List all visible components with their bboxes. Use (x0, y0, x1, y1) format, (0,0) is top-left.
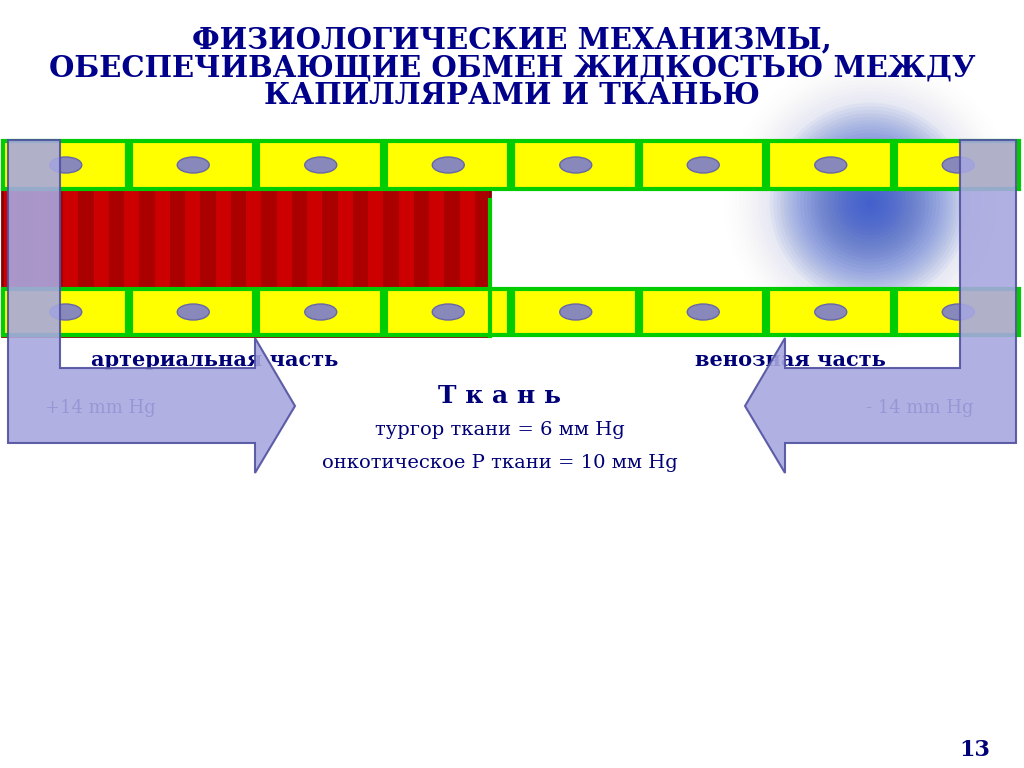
Bar (398, 140, 414, 336)
Bar (429, 140, 444, 336)
Bar (460, 140, 475, 336)
Bar (109, 140, 124, 336)
Ellipse shape (687, 157, 719, 173)
FancyBboxPatch shape (896, 141, 1019, 189)
Bar (78, 140, 93, 336)
Bar (17, 140, 33, 336)
Bar (261, 140, 276, 336)
Bar (246, 140, 261, 336)
Bar (2, 140, 490, 336)
Bar (33, 140, 48, 336)
Bar (63, 140, 78, 336)
Text: онкотическое Р = 22 мм Hg: онкотическое Р = 22 мм Hg (87, 181, 333, 198)
FancyBboxPatch shape (640, 141, 764, 189)
FancyBboxPatch shape (513, 141, 637, 189)
FancyBboxPatch shape (130, 289, 254, 335)
Text: +14 mm Hg: +14 mm Hg (45, 399, 156, 417)
Ellipse shape (942, 157, 974, 173)
Bar (292, 140, 307, 336)
Bar (307, 140, 323, 336)
FancyBboxPatch shape (768, 141, 892, 189)
Polygon shape (8, 140, 295, 473)
FancyBboxPatch shape (258, 141, 382, 189)
Bar (155, 140, 170, 336)
Bar (230, 140, 246, 336)
Bar (139, 140, 155, 336)
Bar (383, 140, 398, 336)
FancyBboxPatch shape (385, 141, 509, 189)
Bar (276, 140, 292, 336)
FancyBboxPatch shape (3, 289, 127, 335)
FancyBboxPatch shape (513, 289, 637, 335)
Ellipse shape (177, 304, 209, 320)
Text: артериальная часть: артериальная часть (91, 350, 339, 370)
Text: ОБЕСПЕЧИВАЮЩИЕ ОБМЕН ЖИДКОСТЬЮ МЕЖДУ: ОБЕСПЕЧИВАЮЩИЕ ОБМЕН ЖИДКОСТЬЮ МЕЖДУ (49, 54, 975, 82)
Bar (215, 140, 230, 336)
Ellipse shape (50, 157, 82, 173)
Ellipse shape (177, 157, 209, 173)
Text: H₂O: H₂O (181, 219, 219, 237)
Bar (93, 140, 109, 336)
Ellipse shape (432, 304, 464, 320)
Bar (352, 140, 368, 336)
Text: - 14 mm Hg: - 14 mm Hg (866, 399, 974, 417)
Ellipse shape (560, 304, 592, 320)
Text: онкотическое Р ткани = 10 мм Hg: онкотическое Р ткани = 10 мм Hg (323, 454, 678, 472)
Ellipse shape (50, 304, 82, 320)
FancyBboxPatch shape (896, 289, 1019, 335)
Bar (490, 140, 1022, 336)
Text: 13: 13 (959, 739, 990, 761)
Text: ФИЗИОЛОГИЧЕСКИЕ МЕХАНИЗМЫ,: ФИЗИОЛОГИЧЕСКИЕ МЕХАНИЗМЫ, (193, 25, 831, 55)
Ellipse shape (432, 157, 464, 173)
Text: H₂O: H₂O (129, 279, 171, 297)
Ellipse shape (815, 304, 847, 320)
Ellipse shape (560, 157, 592, 173)
Bar (444, 140, 460, 336)
FancyBboxPatch shape (3, 141, 127, 189)
FancyBboxPatch shape (130, 141, 254, 189)
FancyBboxPatch shape (258, 289, 382, 335)
FancyBboxPatch shape (768, 289, 892, 335)
Bar (323, 140, 338, 336)
Text: гидростатическое Р = 12 мм Hg: гидростатическое Р = 12 мм Hg (548, 160, 831, 177)
Ellipse shape (305, 304, 337, 320)
Polygon shape (745, 140, 1016, 473)
Ellipse shape (305, 157, 337, 173)
Text: КАПИЛЛЯРАМИ И ТКАНЬЮ: КАПИЛЛЯРАМИ И ТКАНЬЮ (264, 81, 760, 111)
Bar (2, 140, 17, 336)
Bar (368, 140, 383, 336)
Ellipse shape (687, 304, 719, 320)
Bar (185, 140, 201, 336)
Text: H₂O: H₂O (859, 279, 900, 297)
FancyBboxPatch shape (385, 289, 509, 335)
Text: Т к а н ь: Т к а н ь (438, 384, 561, 408)
Bar (338, 140, 352, 336)
FancyBboxPatch shape (640, 289, 764, 335)
Ellipse shape (815, 157, 847, 173)
Text: венозная часть: венозная часть (694, 350, 886, 370)
Text: тургор ткани = 6 мм Hg: тургор ткани = 6 мм Hg (375, 421, 625, 439)
Bar (170, 140, 185, 336)
Text: онкотическое Р = 25 мм Hg: онкотическое Р = 25 мм Hg (567, 181, 813, 198)
Bar (414, 140, 429, 336)
Text: гидростатическое Р = 32 мм Hg: гидростатическое Р = 32 мм Hg (88, 160, 372, 177)
Bar (475, 140, 490, 336)
Bar (48, 140, 63, 336)
Ellipse shape (942, 304, 974, 320)
Bar (124, 140, 139, 336)
Bar (201, 140, 215, 336)
